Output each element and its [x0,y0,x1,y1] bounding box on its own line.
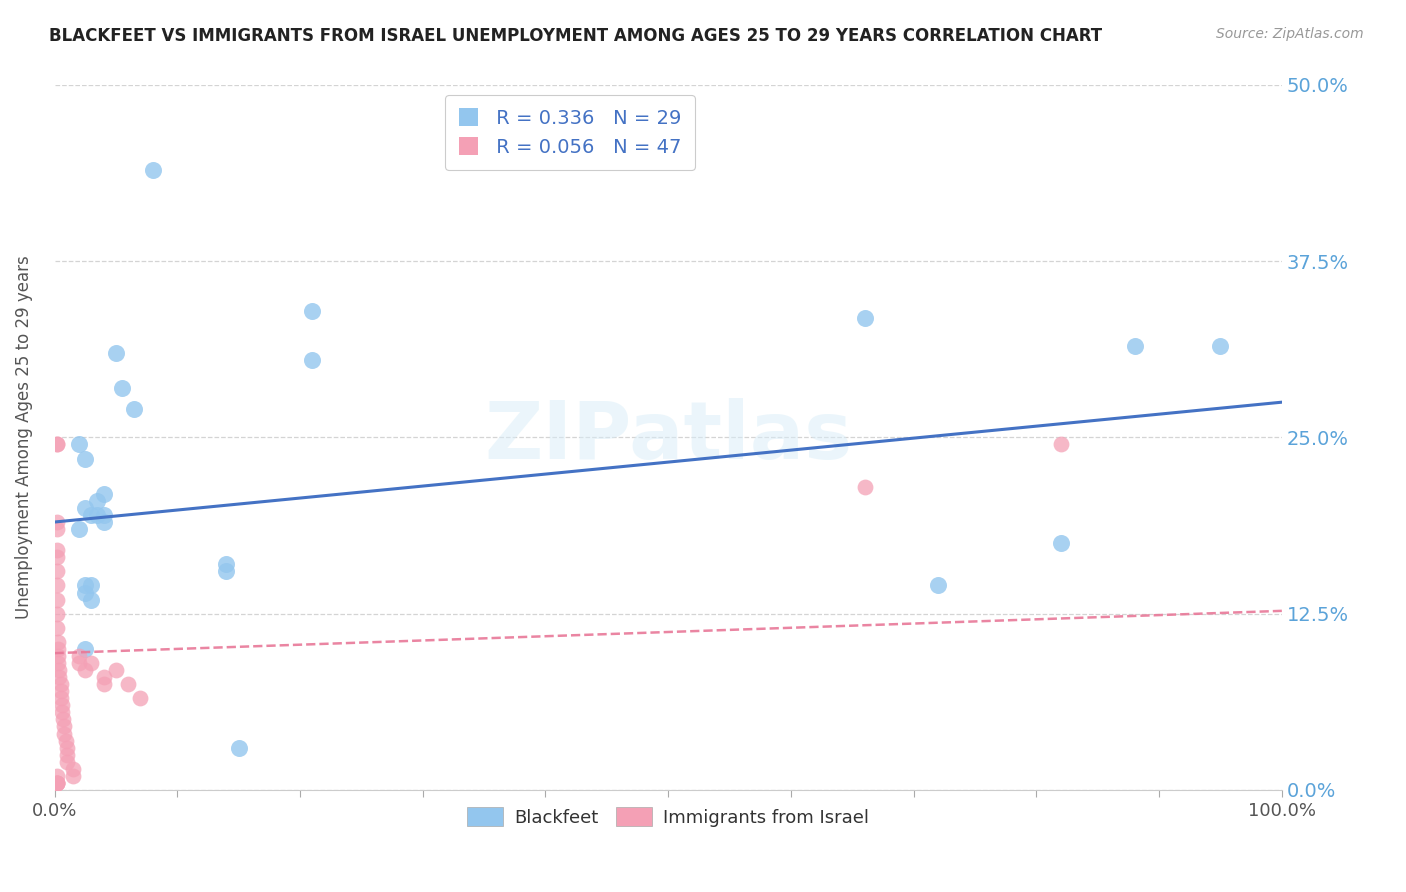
Point [46,578,69,592]
Point [75,451,97,466]
Point [104,346,127,360]
Point [48,663,70,677]
Point [301,303,323,318]
Point [46,565,69,579]
Point [80,578,103,592]
Point [46,607,69,621]
Point [46,621,69,635]
Point [46,776,69,790]
Point [75,641,97,656]
Point [129,691,152,706]
Point [53,719,76,733]
Point [52,713,75,727]
Point [53,726,76,740]
Point [104,663,127,677]
Text: ZIPatlas: ZIPatlas [484,399,852,476]
Point [75,585,97,599]
Point [142,162,165,177]
Point [46,641,69,656]
Legend: Blackfeet, Immigrants from Israel: Blackfeet, Immigrants from Israel [460,799,876,834]
Point [927,578,949,592]
Point [49,691,72,706]
Point [215,558,238,572]
Point [56,747,79,762]
Point [124,402,146,417]
Point [46,656,69,670]
Point [46,635,69,649]
Point [75,578,97,592]
Point [55,733,77,747]
Point [46,769,69,783]
Point [46,776,69,790]
Point [1123,339,1146,353]
Point [111,381,134,395]
Point [46,437,69,451]
Point [301,352,323,367]
Point [75,500,97,515]
Point [67,656,90,670]
Point [46,592,69,607]
Point [62,762,84,776]
Text: Source: ZipAtlas.com: Source: ZipAtlas.com [1216,27,1364,41]
Point [46,776,69,790]
Point [93,508,115,522]
Point [56,740,79,755]
Point [49,684,72,698]
Y-axis label: Unemployment Among Ages 25 to 29 years: Unemployment Among Ages 25 to 29 years [15,255,32,619]
Point [46,543,69,558]
Point [46,648,69,663]
Point [93,515,115,529]
Point [67,648,90,663]
Point [93,677,115,691]
Point [46,437,69,451]
Point [86,508,108,522]
Point [51,698,73,713]
Point [80,656,103,670]
Point [46,522,69,536]
Point [62,769,84,783]
Point [46,776,69,790]
Point [1209,339,1232,353]
Point [46,515,69,529]
Point [48,670,70,684]
Point [117,677,139,691]
Point [215,565,238,579]
Point [853,310,876,325]
Point [67,437,90,451]
Point [56,755,79,769]
Point [80,508,103,522]
Point [228,740,250,755]
Text: BLACKFEET VS IMMIGRANTS FROM ISRAEL UNEMPLOYMENT AMONG AGES 25 TO 29 YEARS CORRE: BLACKFEET VS IMMIGRANTS FROM ISRAEL UNEM… [49,27,1102,45]
Point [67,522,90,536]
Point [86,494,108,508]
Point [853,480,876,494]
Point [1050,536,1073,550]
Point [1050,437,1073,451]
Point [93,487,115,501]
Point [46,550,69,565]
Point [93,670,115,684]
Point [80,592,103,607]
Point [51,706,73,720]
Point [75,663,97,677]
Point [49,677,72,691]
